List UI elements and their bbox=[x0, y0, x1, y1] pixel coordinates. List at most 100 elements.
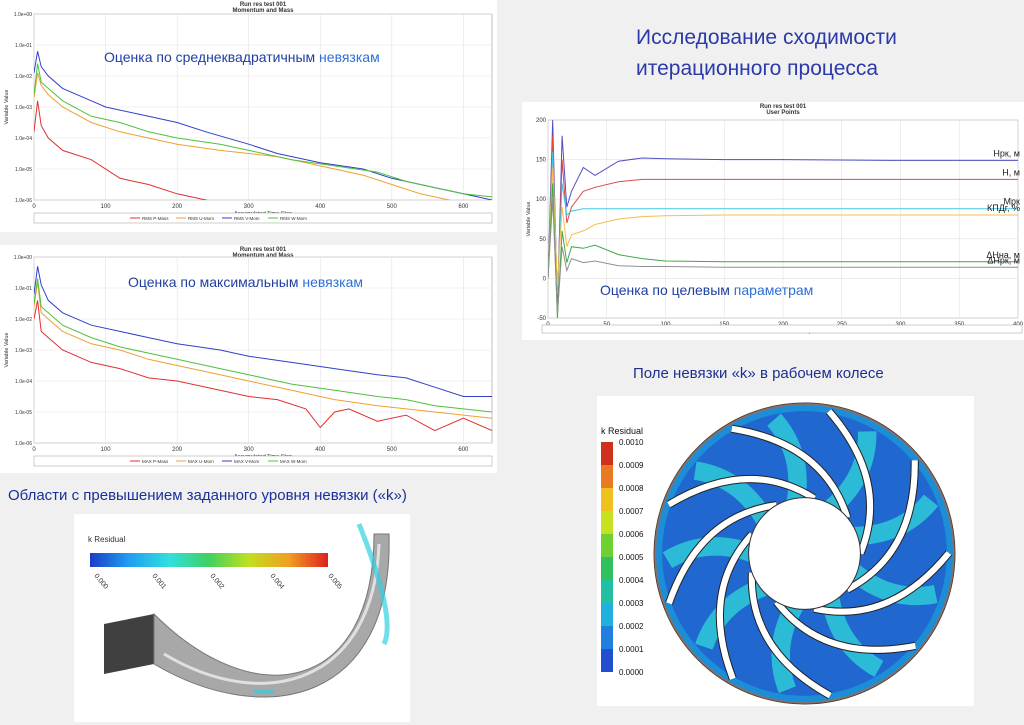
wheel-legend-swatch bbox=[601, 626, 613, 649]
series-label: ΔHрк, м bbox=[987, 255, 1020, 265]
series-line-2 bbox=[34, 266, 492, 397]
x-tick-label: 200 bbox=[172, 447, 183, 453]
wheel-legend-swatch bbox=[601, 580, 613, 603]
y-tick-label: 1.0e-03 bbox=[15, 105, 32, 111]
x-tick-label: 100 bbox=[101, 204, 112, 210]
user-points-caption-main: Оценка по целевым bbox=[600, 282, 734, 298]
regions-tick-labels: 0.000 0.001 0.002 0.004 0.005 bbox=[92, 573, 342, 591]
x-tick-label: 500 bbox=[387, 447, 398, 453]
wheel-legend-label: 0.0004 bbox=[619, 576, 644, 585]
user-points-caption: Оценка по целевым параметрам bbox=[600, 282, 813, 298]
series-label: ΔHна, м bbox=[986, 250, 1020, 260]
wheel-blade bbox=[731, 425, 851, 519]
y-tick-label: 50 bbox=[539, 237, 546, 243]
wheel-legend-swatch bbox=[601, 442, 613, 465]
legend-label: RMS V-Mom bbox=[234, 216, 260, 221]
legend-label: MAX V-Mom bbox=[234, 459, 260, 464]
wheel-legend-title: k Residual bbox=[601, 426, 644, 436]
x-tick-label: 500 bbox=[387, 204, 398, 210]
max-caption-highlight: невязкам bbox=[302, 274, 363, 290]
wheel-legend-swatch bbox=[601, 557, 613, 580]
chart-title: Run res test 001 bbox=[240, 2, 287, 8]
y-tick-label: 1.0e-06 bbox=[15, 441, 32, 447]
wheel-legend-label: 0.0007 bbox=[619, 507, 644, 516]
channel-body bbox=[153, 533, 390, 698]
wheel-legend-label: 0.0010 bbox=[619, 438, 644, 447]
x-tick-label: 600 bbox=[458, 447, 469, 453]
series-line-1 bbox=[34, 72, 452, 200]
wheel-legend-swatch bbox=[601, 534, 613, 557]
wheel-legend-label: 0.0008 bbox=[619, 484, 644, 493]
rms-caption-main: Оценка по среднеквадратичным bbox=[104, 49, 320, 65]
x-tick-label: 200 bbox=[172, 204, 183, 210]
series-line-3 bbox=[34, 278, 492, 413]
regions-panel: k Residual 0.000 0.001 0.002 0.004 0.005 bbox=[74, 514, 410, 722]
legend-label: MAX U-Mom bbox=[188, 459, 214, 464]
y-axis-label: Variable Value bbox=[4, 333, 10, 368]
legend-label: RMS W-Mom bbox=[280, 216, 307, 221]
x-tick-label: 100 bbox=[101, 447, 112, 453]
y-tick-label: 200 bbox=[536, 118, 547, 124]
x-tick-label: 600 bbox=[458, 204, 469, 210]
y-axis-label: Variable Value bbox=[526, 202, 532, 237]
y-tick-label: 1.0e-02 bbox=[15, 317, 32, 323]
wheel-legend-swatch bbox=[601, 488, 613, 511]
series-line-3 bbox=[548, 167, 1018, 287]
wheel-legend-label: 0.0001 bbox=[619, 645, 644, 654]
y-axis-label: Variable Value bbox=[4, 90, 10, 125]
wheel-legend-swatch bbox=[601, 511, 613, 534]
legend-label: MAX W-Mom bbox=[280, 459, 307, 464]
regions-legend-title: k Residual bbox=[88, 535, 126, 544]
y-tick-label: -50 bbox=[537, 316, 546, 322]
y-tick-label: 1.0e-06 bbox=[15, 198, 32, 204]
y-tick-label: 150 bbox=[536, 158, 547, 164]
legend-label: RMS U-Mom bbox=[188, 216, 214, 221]
x-tick-label: 0 bbox=[32, 447, 36, 453]
rms-chart-panel: Run res test 001 Momentum and Mass 0 100 200… bbox=[0, 0, 497, 232]
series-label: Н, м bbox=[1002, 167, 1020, 177]
series-line-1 bbox=[34, 281, 492, 419]
max-chart-panel: Run res test 001 Momentum and Mass 0 100 200… bbox=[0, 245, 497, 473]
y-tick-label: 1.0e-04 bbox=[15, 379, 32, 385]
y-tick-label: 1.0e-01 bbox=[15, 286, 32, 292]
series-label: КПДг, % bbox=[987, 203, 1020, 213]
wheel-legend-swatch bbox=[601, 649, 613, 672]
wheel-legend-label: 0.0005 bbox=[619, 553, 644, 562]
legend-box bbox=[33, 455, 493, 467]
series-line-0 bbox=[34, 100, 209, 200]
user-points-caption-highlight: параметрам bbox=[733, 282, 814, 298]
x-tick-label: 300 bbox=[244, 447, 255, 453]
x-tick-label: 300 bbox=[244, 204, 255, 210]
channel-inlet bbox=[104, 614, 154, 674]
legend-label: RMS P-Mass bbox=[142, 216, 169, 221]
wheel-blade bbox=[716, 532, 755, 680]
max-caption-main: Оценка по максимальным bbox=[128, 274, 303, 290]
series-label: Нрк, м bbox=[993, 148, 1020, 158]
wheel-blade bbox=[667, 475, 816, 508]
wheel-legend-label: 0.0002 bbox=[619, 622, 644, 631]
series-line-0 bbox=[34, 300, 492, 432]
residual-region bbox=[356, 523, 390, 646]
legend-box bbox=[33, 212, 493, 224]
wheel-rim bbox=[654, 403, 955, 704]
x-tick-label: 400 bbox=[315, 204, 326, 210]
wheel-legend-label: 0.0000 bbox=[619, 668, 644, 677]
wheel-legend-label: 0.0006 bbox=[619, 530, 644, 539]
y-tick-label: 100 bbox=[536, 197, 547, 203]
regions-caption: Области с превышением заданного уровня н… bbox=[8, 487, 407, 504]
chart-subtitle: Momentum and Mass bbox=[232, 8, 294, 14]
wheel-image bbox=[653, 402, 956, 705]
y-tick-label: 1.0e+00 bbox=[14, 12, 32, 18]
legend-box bbox=[541, 324, 1023, 334]
y-tick-label: 1.0e-03 bbox=[15, 348, 32, 354]
rms-chart-caption: Оценка по среднеквадратичным невязкам bbox=[104, 49, 380, 65]
y-tick-label: 0 bbox=[543, 276, 547, 282]
y-tick-label: 1.0e-05 bbox=[15, 167, 32, 173]
wheel-legend: 0.0010 0.0009 0.0008 0.0007 0.0006 0.0005 0.00… bbox=[601, 438, 644, 677]
wheel-blade bbox=[748, 572, 832, 699]
wheel-panel: k Residual 0.0010 0.0009 0.0008 0.0007 0.000… bbox=[597, 396, 974, 706]
max-chart-caption: Оценка по максимальным невязкам bbox=[128, 274, 363, 290]
wheel-blade bbox=[813, 551, 952, 615]
